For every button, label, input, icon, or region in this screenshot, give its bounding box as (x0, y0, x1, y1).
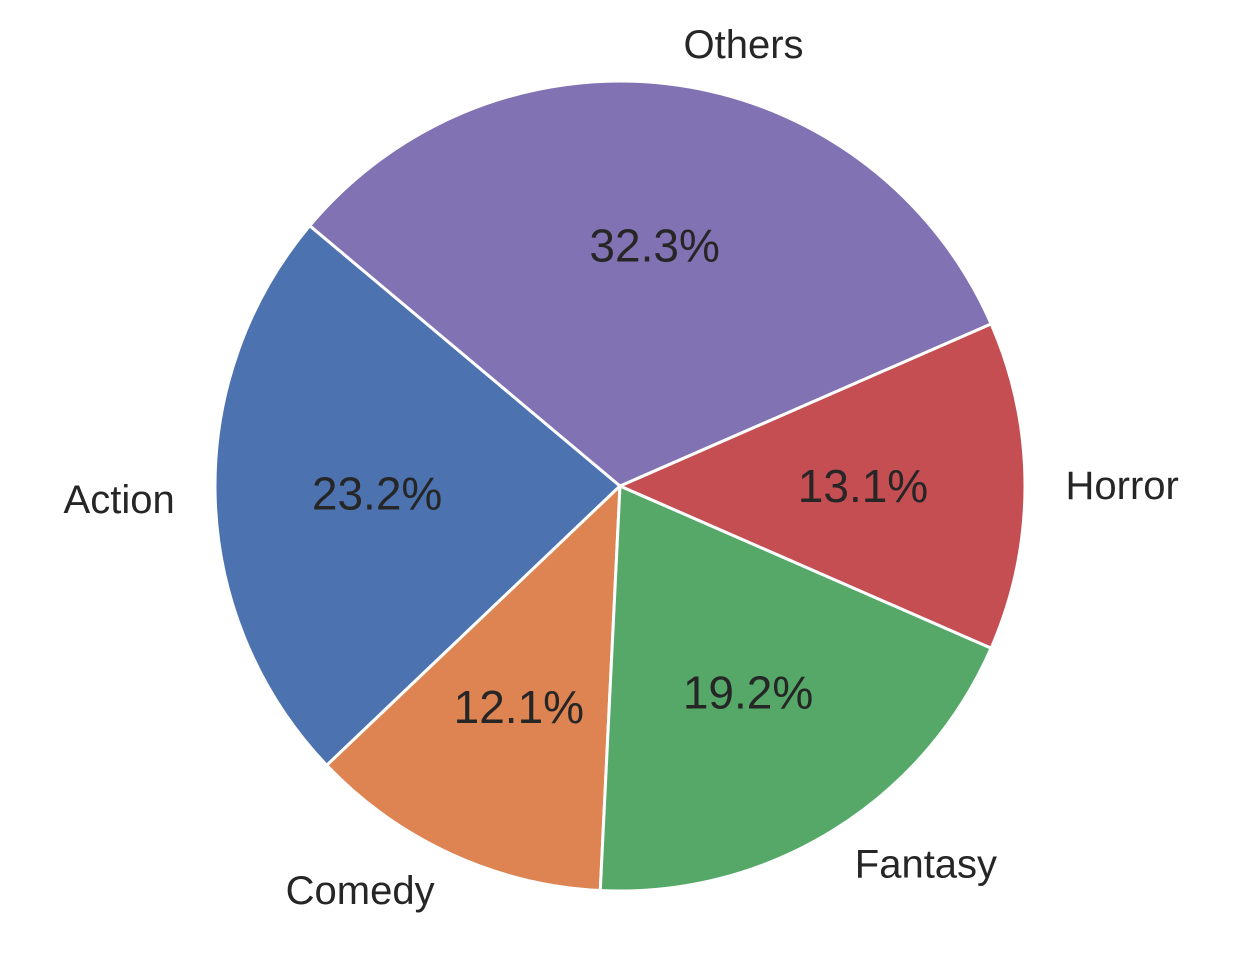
slice-percent-label-comedy: 12.1% (454, 681, 584, 733)
slice-category-label-others: Others (684, 23, 804, 67)
slice-percent-label-action: 23.2% (312, 468, 442, 520)
labels-layer: 23.2% Action 12.1% Comedy 19.2% Fantasy 13.1% H… (64, 23, 1179, 913)
slice-percent-label-others: 32.3% (589, 219, 719, 271)
slice-percent-label-fantasy: 19.2% (683, 667, 813, 719)
slices-layer (213, 79, 1027, 893)
pie-slice-comedy (325, 484, 622, 893)
slice-category-label-action: Action (64, 478, 175, 522)
slice-percent-label-horror: 13.1% (798, 460, 928, 512)
slice-category-label-comedy: Comedy (286, 869, 435, 913)
pie-slice-others (308, 79, 993, 488)
pie-slice-fantasy (598, 484, 993, 893)
pie-slice-horror (618, 322, 1027, 650)
pie-slice-action (213, 224, 622, 767)
slice-category-label-fantasy: Fantasy (855, 843, 997, 887)
slice-category-label-horror: Horror (1066, 464, 1179, 508)
